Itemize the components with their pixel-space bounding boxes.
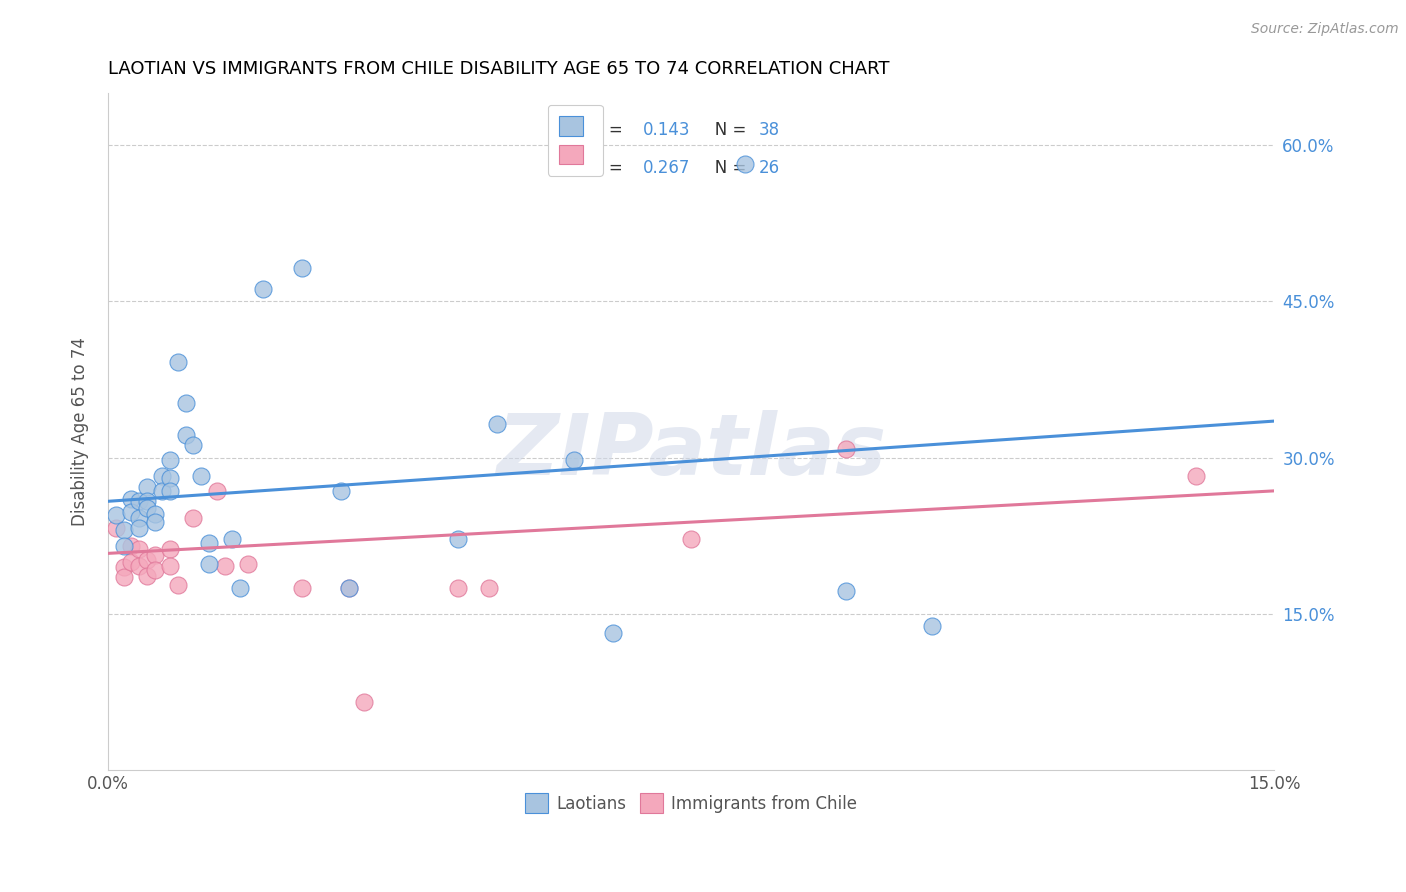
Point (291, 260, 314, 275)
Point (143, 549, 166, 563)
Point (353, 695, 375, 709)
Point (478, 581, 501, 595)
Point (252, 282, 274, 296)
Point (135, 480, 157, 494)
Point (447, 581, 470, 595)
Y-axis label: Disability Age 65 to 74: Disability Age 65 to 74 (72, 337, 89, 526)
Point (1185, 469, 1208, 483)
Point (485, 417, 508, 432)
Point (143, 563, 166, 577)
Text: R =: R = (592, 121, 628, 139)
Point (679, 532, 702, 546)
Point (120, 505, 142, 519)
Point (214, 558, 236, 573)
Point (128, 521, 150, 535)
Point (112, 560, 135, 574)
Point (159, 471, 181, 485)
Point (167, 355, 190, 369)
Point (159, 483, 181, 498)
Point (167, 577, 190, 591)
Point (112, 539, 135, 553)
Point (128, 558, 150, 573)
Point (337, 581, 360, 595)
Point (159, 452, 181, 467)
Point (602, 625, 624, 640)
Text: R =: R = (592, 159, 628, 177)
Text: N =: N = (699, 121, 752, 139)
Point (229, 581, 252, 595)
Text: 38: 38 (759, 121, 780, 139)
Text: ZIPatlas: ZIPatlas (496, 410, 886, 493)
Point (104, 508, 127, 522)
Point (135, 552, 157, 566)
Point (152, 469, 174, 483)
Point (835, 442, 858, 457)
Text: Source: ZipAtlas.com: Source: ZipAtlas.com (1251, 22, 1399, 37)
Point (183, 511, 205, 525)
Point (120, 492, 142, 507)
Point (198, 536, 221, 550)
Point (128, 494, 150, 508)
Point (734, 157, 756, 171)
Point (135, 494, 157, 508)
Point (337, 581, 360, 595)
Point (112, 524, 135, 538)
Point (143, 515, 166, 529)
Point (120, 539, 142, 553)
Point (447, 532, 470, 546)
Point (835, 583, 858, 598)
Point (291, 581, 314, 595)
Point (174, 427, 197, 442)
Point (921, 619, 943, 633)
Text: 26: 26 (759, 159, 780, 177)
Point (135, 500, 157, 515)
Point (198, 557, 221, 571)
Point (120, 555, 142, 569)
Point (221, 532, 243, 546)
Point (205, 483, 228, 498)
Point (128, 511, 150, 525)
Point (564, 452, 586, 467)
Text: 0.267: 0.267 (643, 159, 690, 177)
Point (236, 557, 259, 571)
Point (112, 570, 135, 584)
Text: 0.143: 0.143 (643, 121, 690, 139)
Point (104, 521, 127, 535)
Point (159, 542, 181, 557)
Legend: Laotians, Immigrants from Chile: Laotians, Immigrants from Chile (515, 783, 868, 822)
Point (128, 542, 150, 557)
Point (135, 569, 157, 583)
Point (152, 483, 174, 498)
Point (143, 507, 166, 521)
Point (159, 558, 181, 573)
Point (174, 396, 197, 410)
Text: LAOTIAN VS IMMIGRANTS FROM CHILE DISABILITY AGE 65 TO 74 CORRELATION CHART: LAOTIAN VS IMMIGRANTS FROM CHILE DISABIL… (108, 60, 890, 78)
Text: N =: N = (699, 159, 752, 177)
Point (330, 483, 353, 498)
Point (190, 469, 212, 483)
Point (183, 438, 205, 452)
